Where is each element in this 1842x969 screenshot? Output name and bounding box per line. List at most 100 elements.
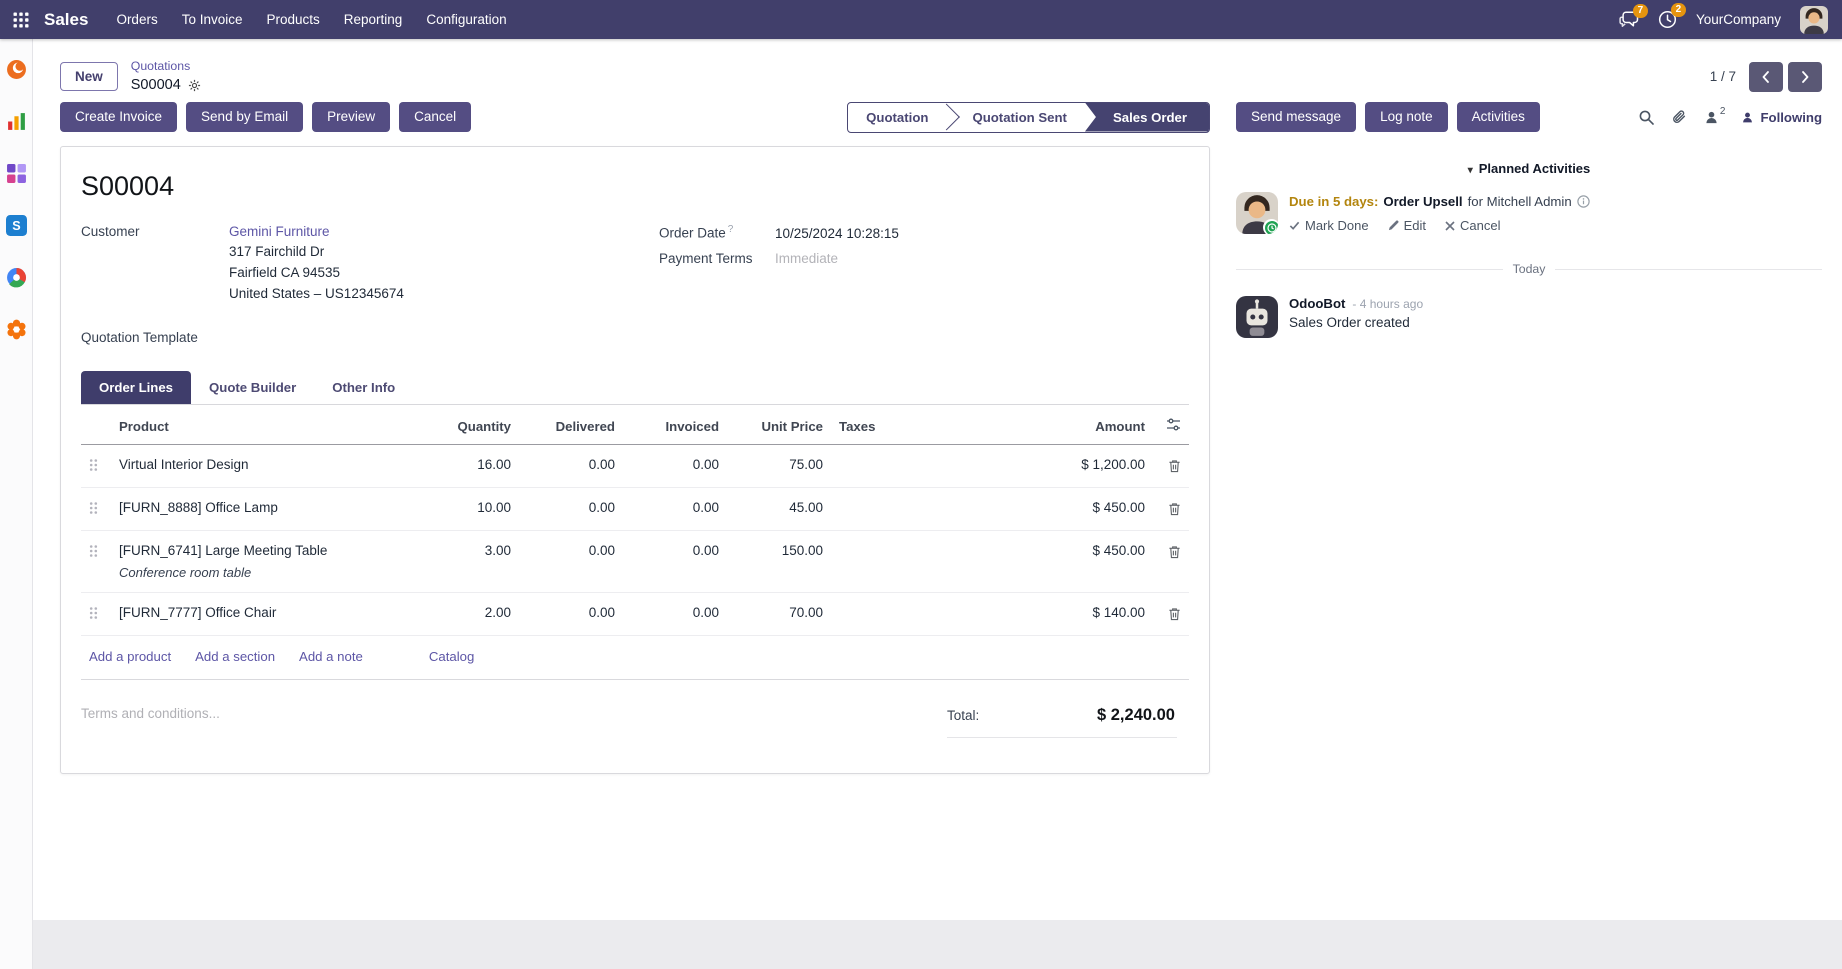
followers-button[interactable]: 2 [1704, 106, 1725, 125]
cell-quantity[interactable]: 3.00 [415, 530, 519, 593]
cell-quantity[interactable]: 2.00 [415, 592, 519, 636]
cell-unit-price[interactable]: 70.00 [727, 592, 831, 636]
message-author[interactable]: OdooBot [1289, 296, 1346, 311]
cell-product[interactable]: [FURN_8888] Office Lamp [111, 487, 415, 531]
status-step-sales-order[interactable]: Sales Order [1084, 102, 1209, 132]
cell-unit-price[interactable]: 45.00 [727, 487, 831, 531]
cancel-activity-button[interactable]: Cancel [1445, 218, 1500, 233]
drag-handle-icon[interactable] [89, 606, 98, 620]
column-header-amount[interactable]: Amount [971, 405, 1153, 445]
menu-products[interactable]: Products [266, 12, 320, 27]
cancel-button[interactable]: Cancel [399, 101, 472, 133]
order-line-row-3[interactable]: [FURN_6741] Large Meeting Table Conferen… [81, 530, 1189, 593]
add-a-section-link[interactable]: Add a section [195, 649, 276, 664]
app-brand[interactable]: Sales [44, 9, 89, 29]
create-invoice-button[interactable]: Create Invoice [60, 101, 178, 133]
terms-and-conditions-input[interactable]: Terms and conditions... [81, 706, 220, 721]
payment-terms-label: Payment Terms [659, 250, 753, 266]
pager-next-button[interactable] [1788, 61, 1822, 92]
add-a-product-link[interactable]: Add a product [89, 649, 172, 664]
product-name: [FURN_6741] Large Meeting Table [119, 543, 328, 558]
cell-invoiced[interactable]: 0.00 [623, 530, 727, 593]
column-header-unit-price[interactable]: Unit Price [727, 405, 831, 445]
breadcrumb-quotations-link[interactable]: Quotations [130, 58, 191, 73]
cell-delivered[interactable]: 0.00 [519, 444, 623, 488]
activities-schedule-button[interactable]: Activities [1456, 101, 1540, 133]
drag-handle-icon[interactable] [89, 458, 98, 472]
menu-orders[interactable]: Orders [116, 12, 158, 27]
cell-unit-price[interactable]: 150.00 [727, 530, 831, 593]
cell-quantity[interactable]: 10.00 [415, 487, 519, 531]
column-header-product[interactable]: Product [111, 405, 415, 445]
menu-configuration[interactable]: Configuration [426, 12, 507, 27]
messages-button[interactable]: 7 [1619, 3, 1648, 29]
blue-s-app-icon[interactable]: S [5, 215, 27, 236]
send-by-email-button[interactable]: Send by Email [186, 101, 304, 133]
cell-delivered[interactable]: 0.00 [519, 487, 623, 531]
delete-row-button[interactable] [1168, 459, 1181, 473]
attachments-button[interactable] [1671, 109, 1687, 125]
cell-unit-price[interactable]: 75.00 [727, 444, 831, 488]
purple-tiles-app-icon[interactable] [6, 163, 27, 184]
record-actions-gear-button[interactable] [188, 79, 201, 92]
add-a-note-link[interactable]: Add a note [299, 649, 363, 664]
column-header-invoiced[interactable]: Invoiced [623, 405, 727, 445]
status-step-quotation-sent[interactable]: Quotation Sent [946, 103, 1085, 132]
cell-product[interactable]: [FURN_7777] Office Chair [111, 592, 415, 636]
orange-flower-app-icon[interactable] [6, 319, 27, 340]
bar-chart-app-icon[interactable] [6, 111, 27, 132]
form-sheet: S00004 Customer Gemini Furniture 317 F [60, 146, 1210, 774]
payment-terms-input[interactable]: Immediate [775, 250, 839, 266]
menu-reporting[interactable]: Reporting [343, 12, 403, 27]
status-step-quotation[interactable]: Quotation [866, 109, 929, 125]
column-header-taxes[interactable]: Taxes [831, 405, 971, 445]
cell-invoiced[interactable]: 0.00 [623, 444, 727, 488]
cell-taxes[interactable] [831, 487, 971, 531]
cell-taxes[interactable] [831, 444, 971, 488]
search-messages-button[interactable] [1638, 109, 1654, 125]
delete-row-button[interactable] [1168, 545, 1181, 559]
send-message-button[interactable]: Send message [1236, 101, 1357, 133]
mark-done-button[interactable]: Mark Done [1289, 218, 1369, 233]
menu-to-invoice[interactable]: To Invoice [181, 12, 243, 27]
company-switcher[interactable]: YourCompany [1695, 12, 1781, 27]
log-note-button[interactable]: Log note [1365, 101, 1448, 133]
optional-columns-button[interactable] [1166, 417, 1181, 432]
cell-invoiced[interactable]: 0.00 [623, 592, 727, 636]
cell-delivered[interactable]: 0.00 [519, 530, 623, 593]
cell-quantity[interactable]: 16.00 [415, 444, 519, 488]
following-toggle-button[interactable]: Following [1741, 110, 1822, 125]
delete-row-button[interactable] [1168, 607, 1181, 621]
tab-other-info[interactable]: Other Info [332, 380, 396, 395]
cell-taxes[interactable] [831, 530, 971, 593]
customer-link[interactable]: Gemini Furniture [229, 224, 330, 239]
edit-activity-button[interactable]: Edit [1388, 218, 1426, 233]
tab-quote-builder[interactable]: Quote Builder [209, 380, 297, 395]
activities-button[interactable]: 2 [1658, 3, 1686, 29]
cell-delivered[interactable]: 0.00 [519, 592, 623, 636]
delete-row-button[interactable] [1168, 502, 1181, 516]
apps-menu-button[interactable] [0, 0, 42, 39]
column-header-quantity[interactable]: Quantity [415, 405, 519, 445]
color-pie-app-icon[interactable] [6, 267, 27, 288]
cell-product[interactable]: [FURN_6741] Large Meeting Table Conferen… [111, 530, 415, 593]
catalog-link[interactable]: Catalog [428, 649, 475, 664]
user-avatar[interactable] [1800, 5, 1828, 34]
order-line-row-2[interactable]: [FURN_8888] Office Lamp 10.00 0.00 0.00 … [81, 487, 1189, 531]
cell-taxes[interactable] [831, 592, 971, 636]
orange-circle-app-icon[interactable] [6, 59, 27, 80]
drag-handle-icon[interactable] [89, 501, 98, 515]
cell-product[interactable]: Virtual Interior Design [111, 444, 415, 488]
order-line-row-4[interactable]: [FURN_7777] Office Chair 2.00 0.00 0.00 … [81, 592, 1189, 636]
order-date-value[interactable]: 10/25/2024 10:28:15 [775, 225, 899, 241]
planned-activities-header[interactable]: ▾ Planned Activities [1467, 161, 1591, 176]
order-line-row-1[interactable]: Virtual Interior Design 16.00 0.00 0.00 … [81, 444, 1189, 488]
activity-info-button[interactable] [1576, 195, 1590, 208]
preview-button[interactable]: Preview [312, 101, 391, 133]
new-button[interactable]: New [60, 61, 118, 91]
pager-previous-button[interactable] [1749, 61, 1783, 92]
cell-invoiced[interactable]: 0.00 [623, 487, 727, 531]
drag-handle-icon[interactable] [89, 544, 98, 558]
tab-order-lines[interactable]: Order Lines [81, 371, 192, 404]
column-header-delivered[interactable]: Delivered [519, 405, 623, 445]
